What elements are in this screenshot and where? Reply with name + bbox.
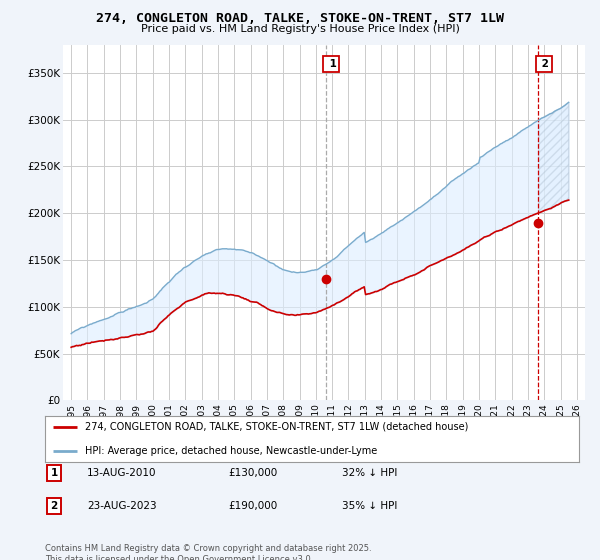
Text: 274, CONGLETON ROAD, TALKE, STOKE-ON-TRENT, ST7 1LW: 274, CONGLETON ROAD, TALKE, STOKE-ON-TRE… (96, 12, 504, 25)
Text: £190,000: £190,000 (228, 501, 277, 511)
Text: 13-AUG-2010: 13-AUG-2010 (87, 468, 157, 478)
Text: HPI: Average price, detached house, Newcastle-under-Lyme: HPI: Average price, detached house, Newc… (85, 446, 377, 455)
Text: Price paid vs. HM Land Registry's House Price Index (HPI): Price paid vs. HM Land Registry's House … (140, 24, 460, 34)
Text: 274, CONGLETON ROAD, TALKE, STOKE-ON-TRENT, ST7 1LW (detached house): 274, CONGLETON ROAD, TALKE, STOKE-ON-TRE… (85, 422, 469, 432)
Text: Contains HM Land Registry data © Crown copyright and database right 2025.
This d: Contains HM Land Registry data © Crown c… (45, 544, 371, 560)
Text: 2: 2 (50, 501, 58, 511)
Text: £130,000: £130,000 (228, 468, 277, 478)
Text: 35% ↓ HPI: 35% ↓ HPI (342, 501, 397, 511)
Text: 2: 2 (538, 59, 549, 69)
Text: 23-AUG-2023: 23-AUG-2023 (87, 501, 157, 511)
Text: 32% ↓ HPI: 32% ↓ HPI (342, 468, 397, 478)
Text: 1: 1 (50, 468, 58, 478)
Text: 1: 1 (326, 59, 337, 69)
